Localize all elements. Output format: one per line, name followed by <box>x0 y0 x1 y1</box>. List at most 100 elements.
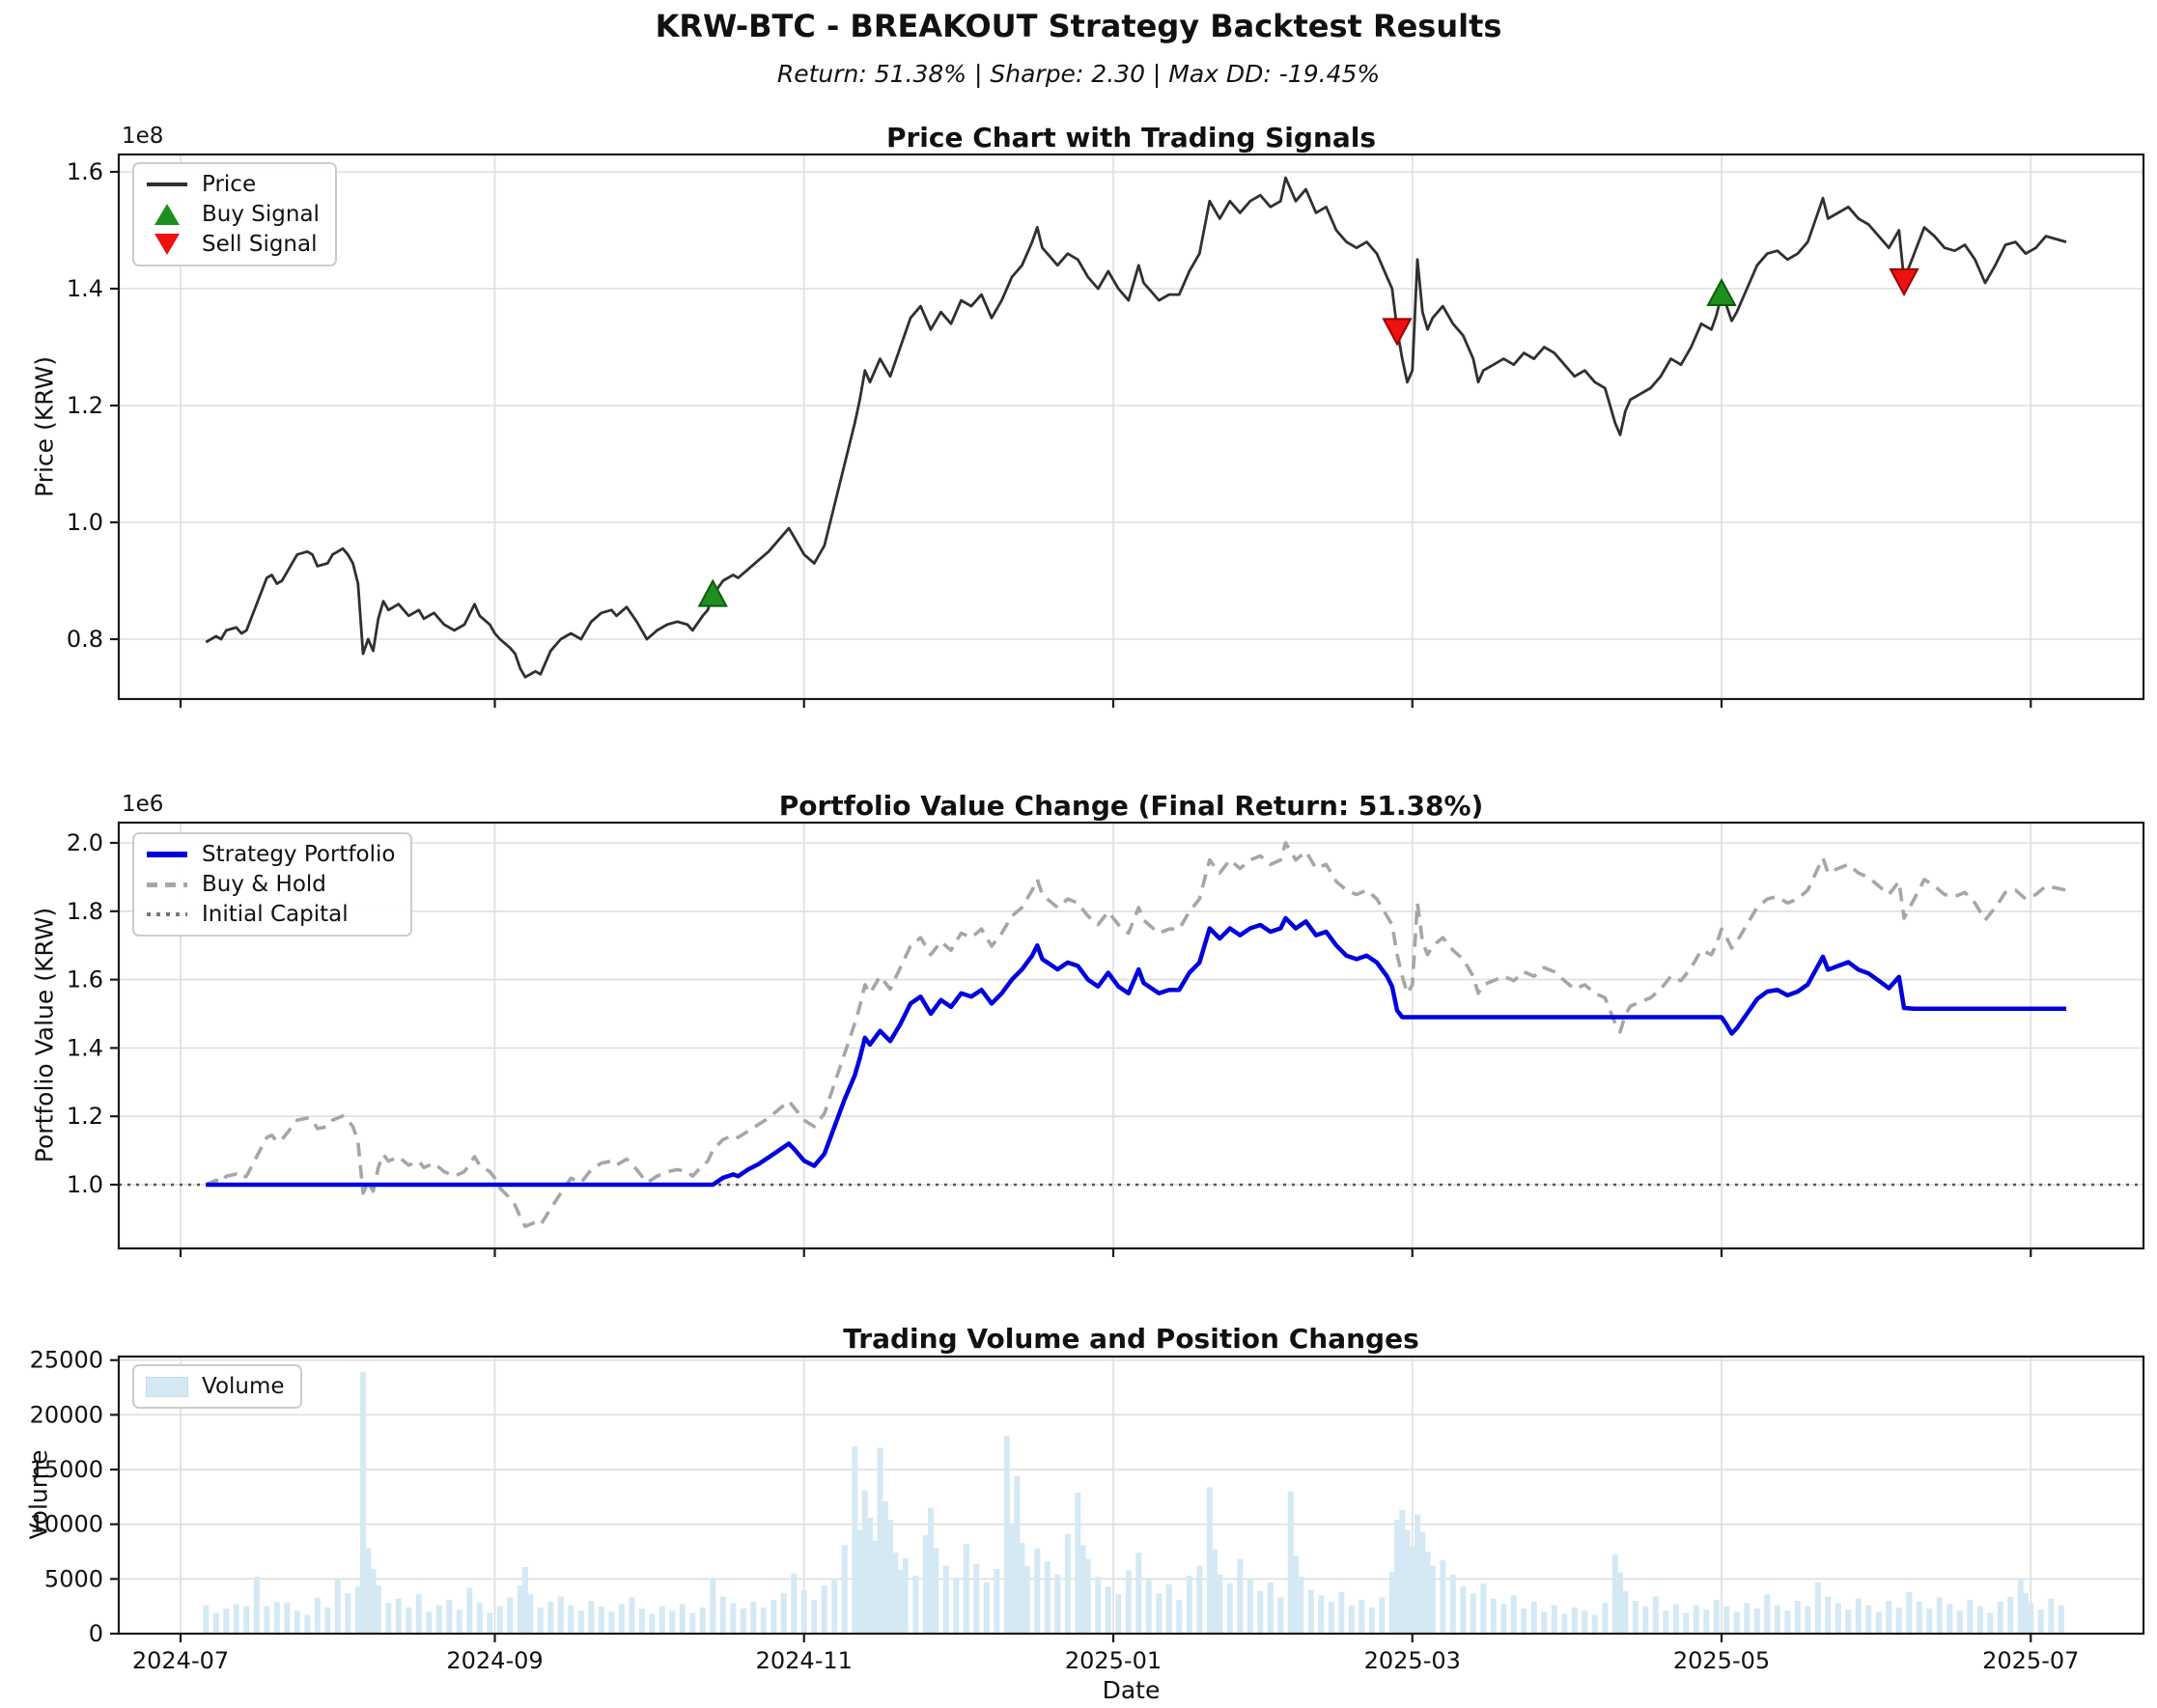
volume-bar <box>1419 1531 1426 1634</box>
volume-bar <box>922 1535 929 1634</box>
sell-signal-marker <box>1382 318 1413 347</box>
volume-bar <box>973 1563 980 1634</box>
figure-title: KRW-BTC - BREAKOUT Strategy Backtest Res… <box>655 8 1502 44</box>
volume-bar <box>963 1544 969 1634</box>
volume-bar <box>953 1578 960 1634</box>
volume-bar <box>1277 1597 1284 1634</box>
volume-bar <box>1611 1554 1618 1634</box>
y-tick-label: 1.2 <box>67 392 103 419</box>
y-tick-label: 25000 <box>30 1347 103 1374</box>
volume-bar <box>1794 1601 1801 1634</box>
volume-bar <box>750 1602 757 1634</box>
volume-bar <box>1338 1591 1345 1634</box>
legend-label: Price <box>202 172 257 197</box>
volume-bar <box>760 1607 767 1634</box>
axes-spines <box>117 1355 2145 1636</box>
volume-bar <box>212 1612 219 1634</box>
volume-bar <box>1713 1599 1720 1634</box>
portfolio-axis-offset: 1e6 <box>122 792 164 817</box>
volume-bar <box>1895 1607 1902 1634</box>
volume-bar <box>791 1573 798 1634</box>
volume-bar <box>1865 1605 1872 1634</box>
volume-bar <box>1753 1608 1760 1634</box>
volume-bar <box>547 1602 554 1634</box>
volume-bar <box>740 1608 746 1634</box>
volume-bar <box>517 1585 523 1634</box>
volume-bar <box>2007 1596 2014 1634</box>
volume-bar <box>1733 1611 1740 1634</box>
volume-bar <box>1723 1606 1730 1634</box>
volume-bar <box>841 1545 848 1634</box>
volume-bar <box>370 1569 377 1634</box>
price-chart-title: Price Chart with Trading Signals <box>885 122 1377 154</box>
volume-bar <box>1617 1572 1623 1634</box>
buy-signal-marker <box>697 578 728 607</box>
volume-bar <box>324 1607 331 1634</box>
volume-bar <box>1805 1606 1811 1634</box>
legend-label: Volume <box>202 1374 285 1399</box>
legend-label: Initial Capital <box>202 902 349 927</box>
legend-item-buy-hold: Buy & Hold <box>146 872 395 897</box>
volume-bar <box>507 1597 514 1634</box>
volume-bar <box>203 1605 210 1634</box>
legend-item-buy-signal: Buy Signal <box>146 202 320 227</box>
volume-bar <box>658 1606 665 1634</box>
volume-bar <box>264 1606 270 1634</box>
volume-bar <box>1875 1611 1882 1634</box>
sell-signal-icon <box>146 234 188 255</box>
volume-bar <box>1622 1590 1629 1634</box>
volume-bar <box>365 1548 372 1634</box>
volume-bar <box>2028 1603 2034 1634</box>
volume-bar <box>2058 1605 2064 1634</box>
volume-bar <box>598 1606 604 1634</box>
volume-bar <box>1318 1595 1325 1634</box>
volume-bar <box>1672 1604 1679 1634</box>
volume-bar <box>1500 1604 1507 1634</box>
y-tick-label: 10000 <box>30 1511 103 1538</box>
price-legend: Price Buy Signal Sell Signal <box>132 162 337 266</box>
volume-bar <box>1212 1549 1218 1634</box>
volume-bar <box>902 1557 909 1634</box>
volume-bar <box>577 1610 584 1634</box>
volume-bar <box>1764 1594 1771 1634</box>
portfolio-chart-title: Portfolio Value Change (Final Return: 51… <box>778 790 1484 822</box>
volume-bar <box>1009 1525 1015 1634</box>
volume-bar <box>1591 1614 1598 1634</box>
legend-label: Buy & Hold <box>202 872 326 897</box>
volume-bar <box>1561 1613 1568 1634</box>
volume-bar <box>1936 1597 1943 1634</box>
y-tick-label: 1.2 <box>67 1103 103 1130</box>
volume-bar <box>1480 1582 1487 1634</box>
volume-bar <box>1075 1492 1081 1634</box>
volume-bar <box>1947 1604 1953 1634</box>
volume-bar <box>345 1593 351 1634</box>
volume-bar <box>1521 1608 1527 1634</box>
volume-bar <box>1237 1558 1244 1634</box>
volume-bar <box>1693 1605 1699 1634</box>
volume-bar <box>253 1577 260 1634</box>
volume-bar <box>1415 1514 1420 1634</box>
strategy-line-swatch <box>146 852 188 857</box>
volume-bar <box>872 1540 879 1634</box>
volume-bar <box>1217 1574 1223 1634</box>
volume-bar <box>1449 1574 1456 1634</box>
volume-legend: Volume <box>132 1364 302 1409</box>
volume-bar <box>223 1608 230 1634</box>
volume-bar <box>831 1579 838 1634</box>
volume-bar <box>426 1611 433 1634</box>
volume-bar <box>1602 1603 1609 1634</box>
buy-signal-marker <box>1706 277 1737 307</box>
volume-bar <box>1652 1596 1659 1634</box>
y-tick-label: 1.8 <box>67 898 103 925</box>
volume-bar <box>861 1490 868 1634</box>
y-tick-label: 1.6 <box>67 966 103 994</box>
volume-bar <box>1257 1590 1264 1634</box>
volume-bar <box>1582 1610 1588 1634</box>
volume-bar <box>710 1578 716 1634</box>
volume-bar <box>1976 1606 1983 1634</box>
volume-bar <box>1987 1612 1994 1634</box>
volume-bar <box>1571 1607 1578 1634</box>
volume-bar <box>1014 1475 1021 1634</box>
volume-bar <box>1835 1603 1841 1634</box>
